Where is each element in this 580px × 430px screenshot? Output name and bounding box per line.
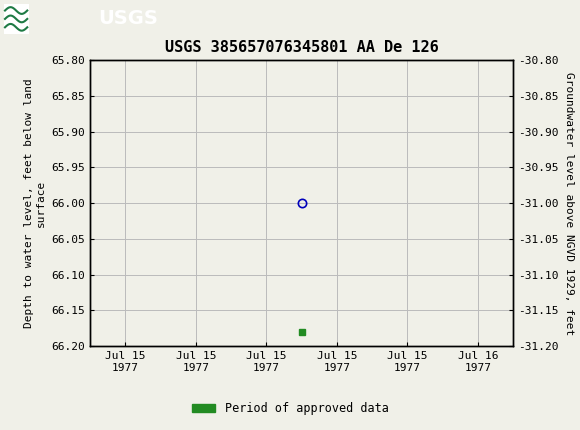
Bar (4, 4, 28, 34)
Y-axis label: Depth to water level, feet below land
surface: Depth to water level, feet below land su… (24, 78, 46, 328)
Legend: Period of approved data: Period of approved data (187, 397, 393, 420)
Title: USGS 385657076345801 AA De 126: USGS 385657076345801 AA De 126 (165, 40, 438, 55)
Text: USGS: USGS (99, 9, 158, 28)
Y-axis label: Groundwater level above NGVD 1929, feet: Groundwater level above NGVD 1929, feet (564, 71, 574, 335)
